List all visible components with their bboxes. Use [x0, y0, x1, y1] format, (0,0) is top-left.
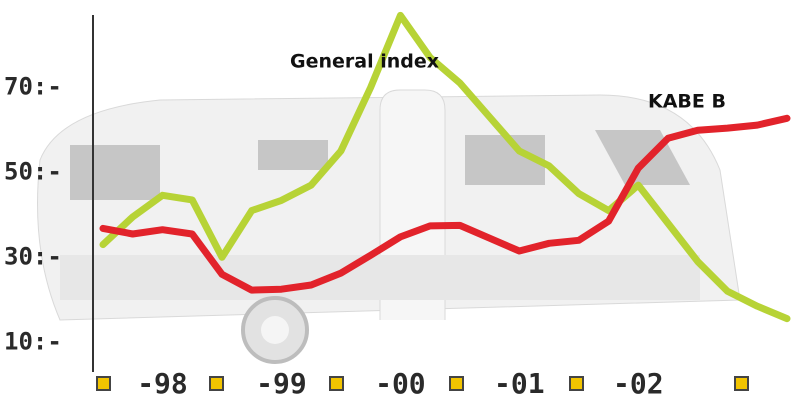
y-tick-label: 70:- [4, 72, 62, 100]
y-tick-label: 50:- [4, 157, 62, 185]
series-line [99, 11, 791, 323]
x-separators [96, 376, 749, 391]
y-tick-label: 30:- [4, 242, 62, 270]
series-label: General index [290, 51, 439, 73]
x-tick-label: -01 [494, 367, 545, 400]
x-tick-label: -00 [375, 367, 426, 400]
x-tick-label: -99 [256, 367, 307, 400]
series-label: KABE B [648, 91, 726, 113]
x-tick-label: -98 [137, 367, 188, 400]
series-line [99, 114, 791, 294]
y-tick-label: 10:- [4, 327, 62, 355]
x-tick-label: -02 [613, 367, 664, 400]
background-caravan [37, 89, 741, 364]
